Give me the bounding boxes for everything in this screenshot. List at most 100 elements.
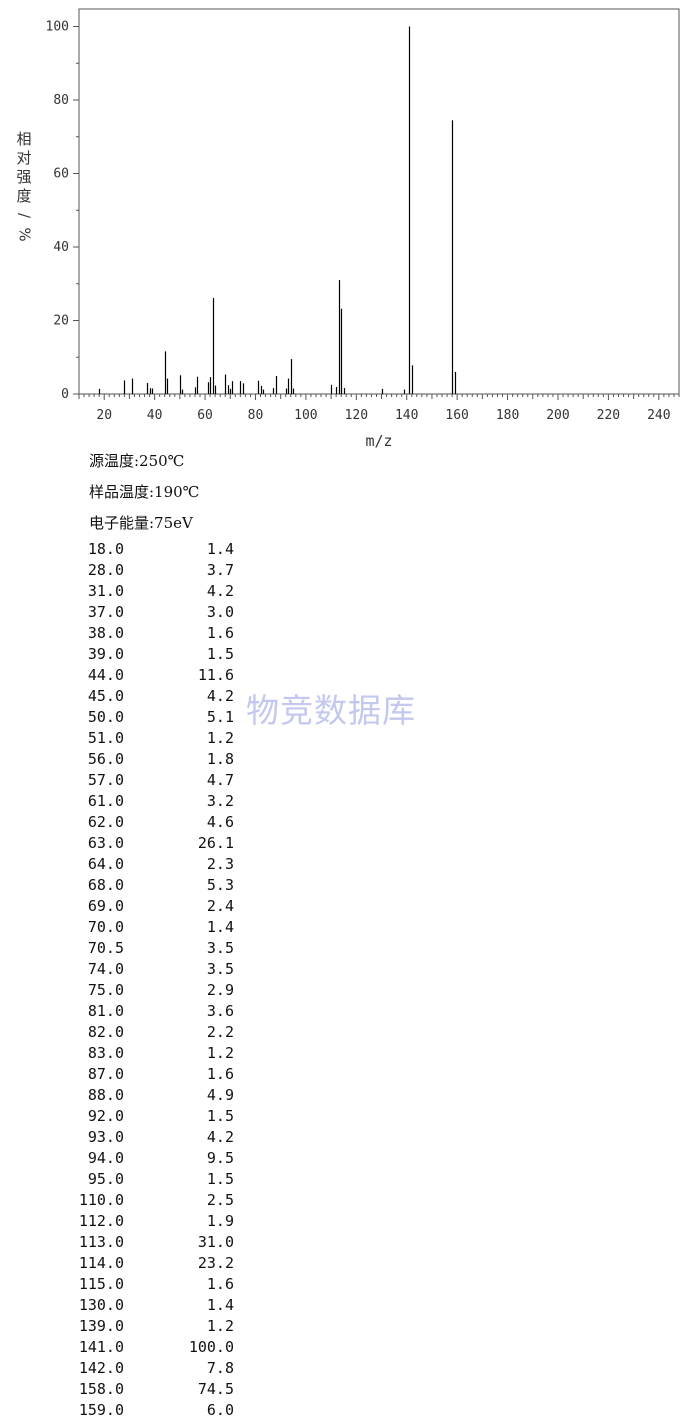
intensity-value: 4.9	[206, 1086, 234, 1104]
mz-value: 63.0	[87, 834, 124, 852]
x-tick-label: 200	[546, 408, 569, 423]
mz-value: 114.0	[78, 1254, 124, 1272]
table-row: 82.0 2.2	[60, 1022, 260, 1043]
table-row: 87.0 1.6	[60, 1064, 260, 1085]
y-axis-ticks: 0 20 40 60 80 100	[46, 20, 79, 402]
x-axis-ticks: 20 40 60 80 100 120 140 160 180 200 220 240	[78, 394, 680, 423]
source-temperature: 源温度:250℃	[89, 452, 185, 470]
y-axis-title-char: 强	[16, 168, 32, 186]
mz-value: 31.0	[87, 582, 124, 600]
table-row: 115.0 1.6	[60, 1274, 260, 1295]
intensity-value: 2.2	[206, 1023, 234, 1041]
mz-value: 139.0	[78, 1317, 124, 1335]
intensity-value: 74.5	[197, 1380, 234, 1398]
intensity-value: 1.5	[206, 645, 234, 663]
table-row: 88.0 4.9	[60, 1085, 260, 1106]
peak-table: 18.0 1.4 28.0 3.7 31.0 4.2 37.0 3.0 38.0 1.6 39.0 1…	[60, 539, 260, 1421]
y-axis-title-char: 度	[16, 187, 32, 205]
intensity-value: 23.2	[197, 1254, 234, 1272]
table-row: 114.0 23.2	[60, 1253, 260, 1274]
table-row: 141.0 100.0	[60, 1337, 260, 1358]
mz-value: 130.0	[78, 1296, 124, 1314]
x-tick-label: 60	[197, 408, 213, 423]
mz-value: 88.0	[87, 1086, 124, 1104]
mz-value: 158.0	[78, 1380, 124, 1398]
mz-value: 159.0	[78, 1401, 124, 1419]
table-row: 110.0 2.5	[60, 1190, 260, 1211]
table-row: 74.0 3.5	[60, 959, 260, 980]
mz-value: 51.0	[87, 729, 124, 747]
mz-value: 83.0	[87, 1044, 124, 1062]
x-tick-label: 160	[445, 408, 468, 423]
mz-value: 45.0	[87, 687, 124, 705]
table-row: 93.0 4.2	[60, 1127, 260, 1148]
x-tick-label: 140	[395, 408, 418, 423]
y-tick-label: 40	[53, 240, 69, 255]
table-row: 57.0 4.7	[60, 770, 260, 791]
intensity-value: 1.6	[206, 1275, 234, 1293]
intensity-value: 2.4	[206, 897, 234, 915]
table-row: 37.0 3.0	[60, 602, 260, 623]
mz-value: 69.0	[87, 897, 124, 915]
mz-value: 82.0	[87, 1023, 124, 1041]
mz-value: 92.0	[87, 1107, 124, 1125]
mz-value: 68.0	[87, 876, 124, 894]
intensity-value: 1.6	[206, 1065, 234, 1083]
intensity-value: 1.2	[206, 1044, 234, 1062]
electron-energy: 电子能量:75eV	[89, 514, 193, 532]
intensity-value: 4.6	[206, 813, 234, 831]
table-row: 70.0 1.4	[60, 917, 260, 938]
intensity-value: 5.1	[206, 708, 234, 726]
intensity-value: 3.5	[206, 960, 234, 978]
table-row: 68.0 5.3	[60, 875, 260, 896]
table-row: 69.0 2.4	[60, 896, 260, 917]
mz-value: 94.0	[87, 1149, 124, 1167]
mz-value: 38.0	[87, 624, 124, 642]
intensity-value: 3.6	[206, 1002, 234, 1020]
table-row: 159.0 6.0	[60, 1400, 260, 1421]
y-axis-title: 相 对 强 度 / %	[12, 130, 36, 244]
table-row: 83.0 1.2	[60, 1043, 260, 1064]
mz-value: 74.0	[87, 960, 124, 978]
x-tick-label: 20	[96, 408, 112, 423]
plot-frame	[78, 8, 680, 395]
mz-value: 141.0	[78, 1338, 124, 1356]
mz-value: 75.0	[87, 981, 124, 999]
table-row: 45.0 4.2	[60, 686, 260, 707]
table-row: 63.0 26.1	[60, 833, 260, 854]
table-row: 94.0 9.5	[60, 1148, 260, 1169]
table-row: 64.0 2.3	[60, 854, 260, 875]
table-row: 95.0 1.5	[60, 1169, 260, 1190]
table-row: 130.0 1.4	[60, 1295, 260, 1316]
table-row: 31.0 4.2	[60, 581, 260, 602]
table-row: 38.0 1.6	[60, 623, 260, 644]
mz-value: 50.0	[87, 708, 124, 726]
intensity-value: 1.5	[206, 1170, 234, 1188]
intensity-value: 31.0	[197, 1233, 234, 1251]
intensity-value: 1.5	[206, 1107, 234, 1125]
mz-value: 81.0	[87, 1002, 124, 1020]
intensity-value: 1.2	[206, 729, 234, 747]
y-tick-label: 60	[53, 167, 69, 182]
mz-value: 142.0	[78, 1359, 124, 1377]
intensity-value: 2.5	[206, 1191, 234, 1209]
intensity-value: 1.4	[206, 918, 234, 936]
sample-temperature: 样品温度:190℃	[89, 483, 200, 501]
mz-value: 44.0	[87, 666, 124, 684]
y-axis-title-char: 相	[16, 130, 32, 148]
table-row: 81.0 3.6	[60, 1001, 260, 1022]
table-row: 39.0 1.5	[60, 644, 260, 665]
mz-value: 37.0	[87, 603, 124, 621]
intensity-value: 1.4	[206, 1296, 234, 1314]
mz-value: 28.0	[87, 561, 124, 579]
table-row: 139.0 1.2	[60, 1316, 260, 1337]
mz-value: 39.0	[87, 645, 124, 663]
table-row: 44.0 11.6	[60, 665, 260, 686]
x-tick-label: 80	[248, 408, 264, 423]
intensity-value: 1.4	[206, 540, 234, 558]
x-tick-label: 40	[147, 408, 163, 423]
intensity-value: 3.2	[206, 792, 234, 810]
intensity-value: 4.2	[206, 1128, 234, 1146]
intensity-value: 4.2	[206, 582, 234, 600]
